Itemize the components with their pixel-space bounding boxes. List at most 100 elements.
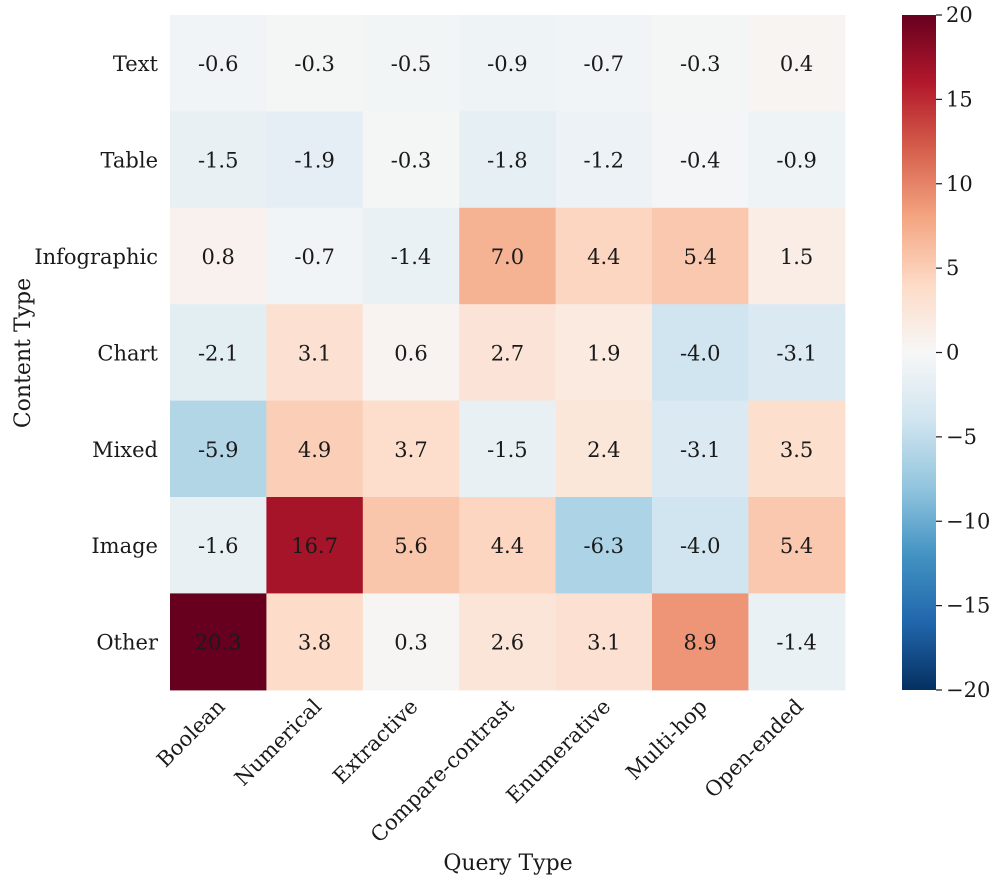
heatmap-cell <box>555 497 653 594</box>
cell-value-label: 20.3 <box>195 631 242 655</box>
cell-value-label: 4.4 <box>587 245 620 269</box>
cell-value-label: 4.4 <box>491 534 524 558</box>
cell-value-label: -0.5 <box>391 52 432 76</box>
heatmap-cell <box>362 15 460 112</box>
heatmap-cell <box>652 207 749 305</box>
cell-value-label: -1.4 <box>776 631 817 655</box>
y-axis-label: Content Type <box>11 278 36 428</box>
cell-value-label: 1.9 <box>587 341 620 365</box>
heatmap-cell <box>170 15 267 112</box>
heatmap-cell <box>459 304 557 402</box>
heatmap-cell <box>652 304 749 402</box>
heatmap-cell <box>459 593 557 691</box>
cell-value-label: -1.2 <box>584 149 625 173</box>
y-tick-label: Table <box>101 149 158 173</box>
y-tick-label: Other <box>96 631 159 655</box>
cell-value-label: -3.1 <box>680 438 721 462</box>
heatmap-cell <box>748 15 846 112</box>
cell-value-label: -1.5 <box>487 438 528 462</box>
y-tick-label: Text <box>113 52 159 76</box>
y-tick-label: Chart <box>97 341 158 365</box>
y-tick-label: Image <box>91 534 158 558</box>
heatmap-cell <box>748 593 846 691</box>
heatmap-cell <box>555 15 653 112</box>
heatmap-cell <box>170 207 267 305</box>
cell-value-label: -1.5 <box>198 149 239 173</box>
colorbar-ticks: 20 15 10 5 0 −5 −10 −15 −20 <box>936 3 990 702</box>
heatmap-cell <box>266 111 364 209</box>
colorbar-tick-label: 0 <box>946 341 959 365</box>
heatmap-cell <box>459 15 557 112</box>
heatmap-cell <box>362 111 460 209</box>
cell-value-label: 3.5 <box>780 438 813 462</box>
cell-value-label: -2.1 <box>198 341 239 365</box>
heatmap-cell <box>555 207 653 305</box>
cell-value-label: -5.9 <box>198 438 239 462</box>
y-axis-tick-labels: Text Table Infographic Chart Mixed Image Other <box>34 52 159 654</box>
cell-value-label: 3.1 <box>587 631 620 655</box>
cell-value-label: 2.6 <box>491 631 524 655</box>
cell-value-label: -0.7 <box>584 52 625 76</box>
cell-value-label: 7.0 <box>491 245 524 269</box>
cell-value-label: -0.9 <box>776 149 817 173</box>
cell-value-label: -3.1 <box>776 341 817 365</box>
colorbar-tick-label: 15 <box>946 87 973 111</box>
colorbar-tick-label: −5 <box>946 425 977 449</box>
heatmap-cell <box>748 111 846 209</box>
cell-value-label: -4.0 <box>680 534 721 558</box>
cell-value-label: -0.4 <box>680 149 721 173</box>
heatmap-cell <box>459 111 557 209</box>
cell-value-label: 5.4 <box>780 534 813 558</box>
heatmap-cell <box>266 400 364 498</box>
x-axis-label: Query Type <box>443 851 572 876</box>
cell-value-label: 0.6 <box>394 341 427 365</box>
cell-value-label: -6.3 <box>584 534 625 558</box>
cell-value-label: 5.6 <box>394 534 427 558</box>
cell-value-label: 5.4 <box>683 245 716 269</box>
heatmap-cell <box>555 593 653 691</box>
heatmap-cell <box>170 400 267 498</box>
heatmap-cell <box>266 497 364 594</box>
cell-value-label: -4.0 <box>680 341 721 365</box>
colorbar-tick-label: 20 <box>946 3 973 27</box>
heatmap-cell <box>362 400 460 498</box>
cell-value-label: -1.6 <box>198 534 239 558</box>
heatmap-cell <box>266 593 364 691</box>
cell-value-label: -0.6 <box>198 52 239 76</box>
cell-value-label: -1.9 <box>294 149 335 173</box>
cell-value-label: -0.3 <box>680 52 721 76</box>
cell-value-label: 0.8 <box>201 245 234 269</box>
heatmap-cell <box>652 497 749 594</box>
cell-value-label: 0.4 <box>780 52 813 76</box>
cell-value-label: -1.8 <box>487 149 528 173</box>
cell-value-label: 2.4 <box>587 438 620 462</box>
colorbar-tick-label: −10 <box>946 509 990 533</box>
heatmap-cell <box>362 497 460 594</box>
colorbar-tick-label: −15 <box>946 594 990 618</box>
heatmap-cell <box>170 111 267 209</box>
y-tick-label: Mixed <box>92 438 158 462</box>
heatmap-cell <box>362 593 460 691</box>
heatmap-cell <box>555 304 653 402</box>
x-tick-label: Extractive <box>328 694 422 788</box>
heatmap-cell-labels: -0.6 -0.3 -0.5 -0.9 -0.7 -0.3 0.4 -1.5 -1.9 -0.3 -… <box>195 52 817 654</box>
cell-value-label: 3.8 <box>298 631 331 655</box>
cell-value-label: 16.7 <box>291 534 338 558</box>
x-tick-label: Boolean <box>152 694 230 772</box>
cell-value-label: -0.3 <box>294 52 335 76</box>
heatmap-cell <box>459 207 557 305</box>
heatmap-cell <box>748 207 846 305</box>
heatmap-cells <box>170 15 846 691</box>
cell-value-label: -1.4 <box>391 245 432 269</box>
colorbar-tick-label: 5 <box>946 256 959 280</box>
cell-value-label: -0.9 <box>487 52 528 76</box>
heatmap-cell <box>555 400 653 498</box>
cell-value-label: 3.1 <box>298 341 331 365</box>
heatmap-cell <box>652 111 749 209</box>
heatmap-cell <box>459 497 557 594</box>
heatmap-cell <box>266 304 364 402</box>
cell-value-label: 2.7 <box>491 341 524 365</box>
x-tick-label: Numerical <box>230 694 326 790</box>
colorbar <box>902 15 936 690</box>
